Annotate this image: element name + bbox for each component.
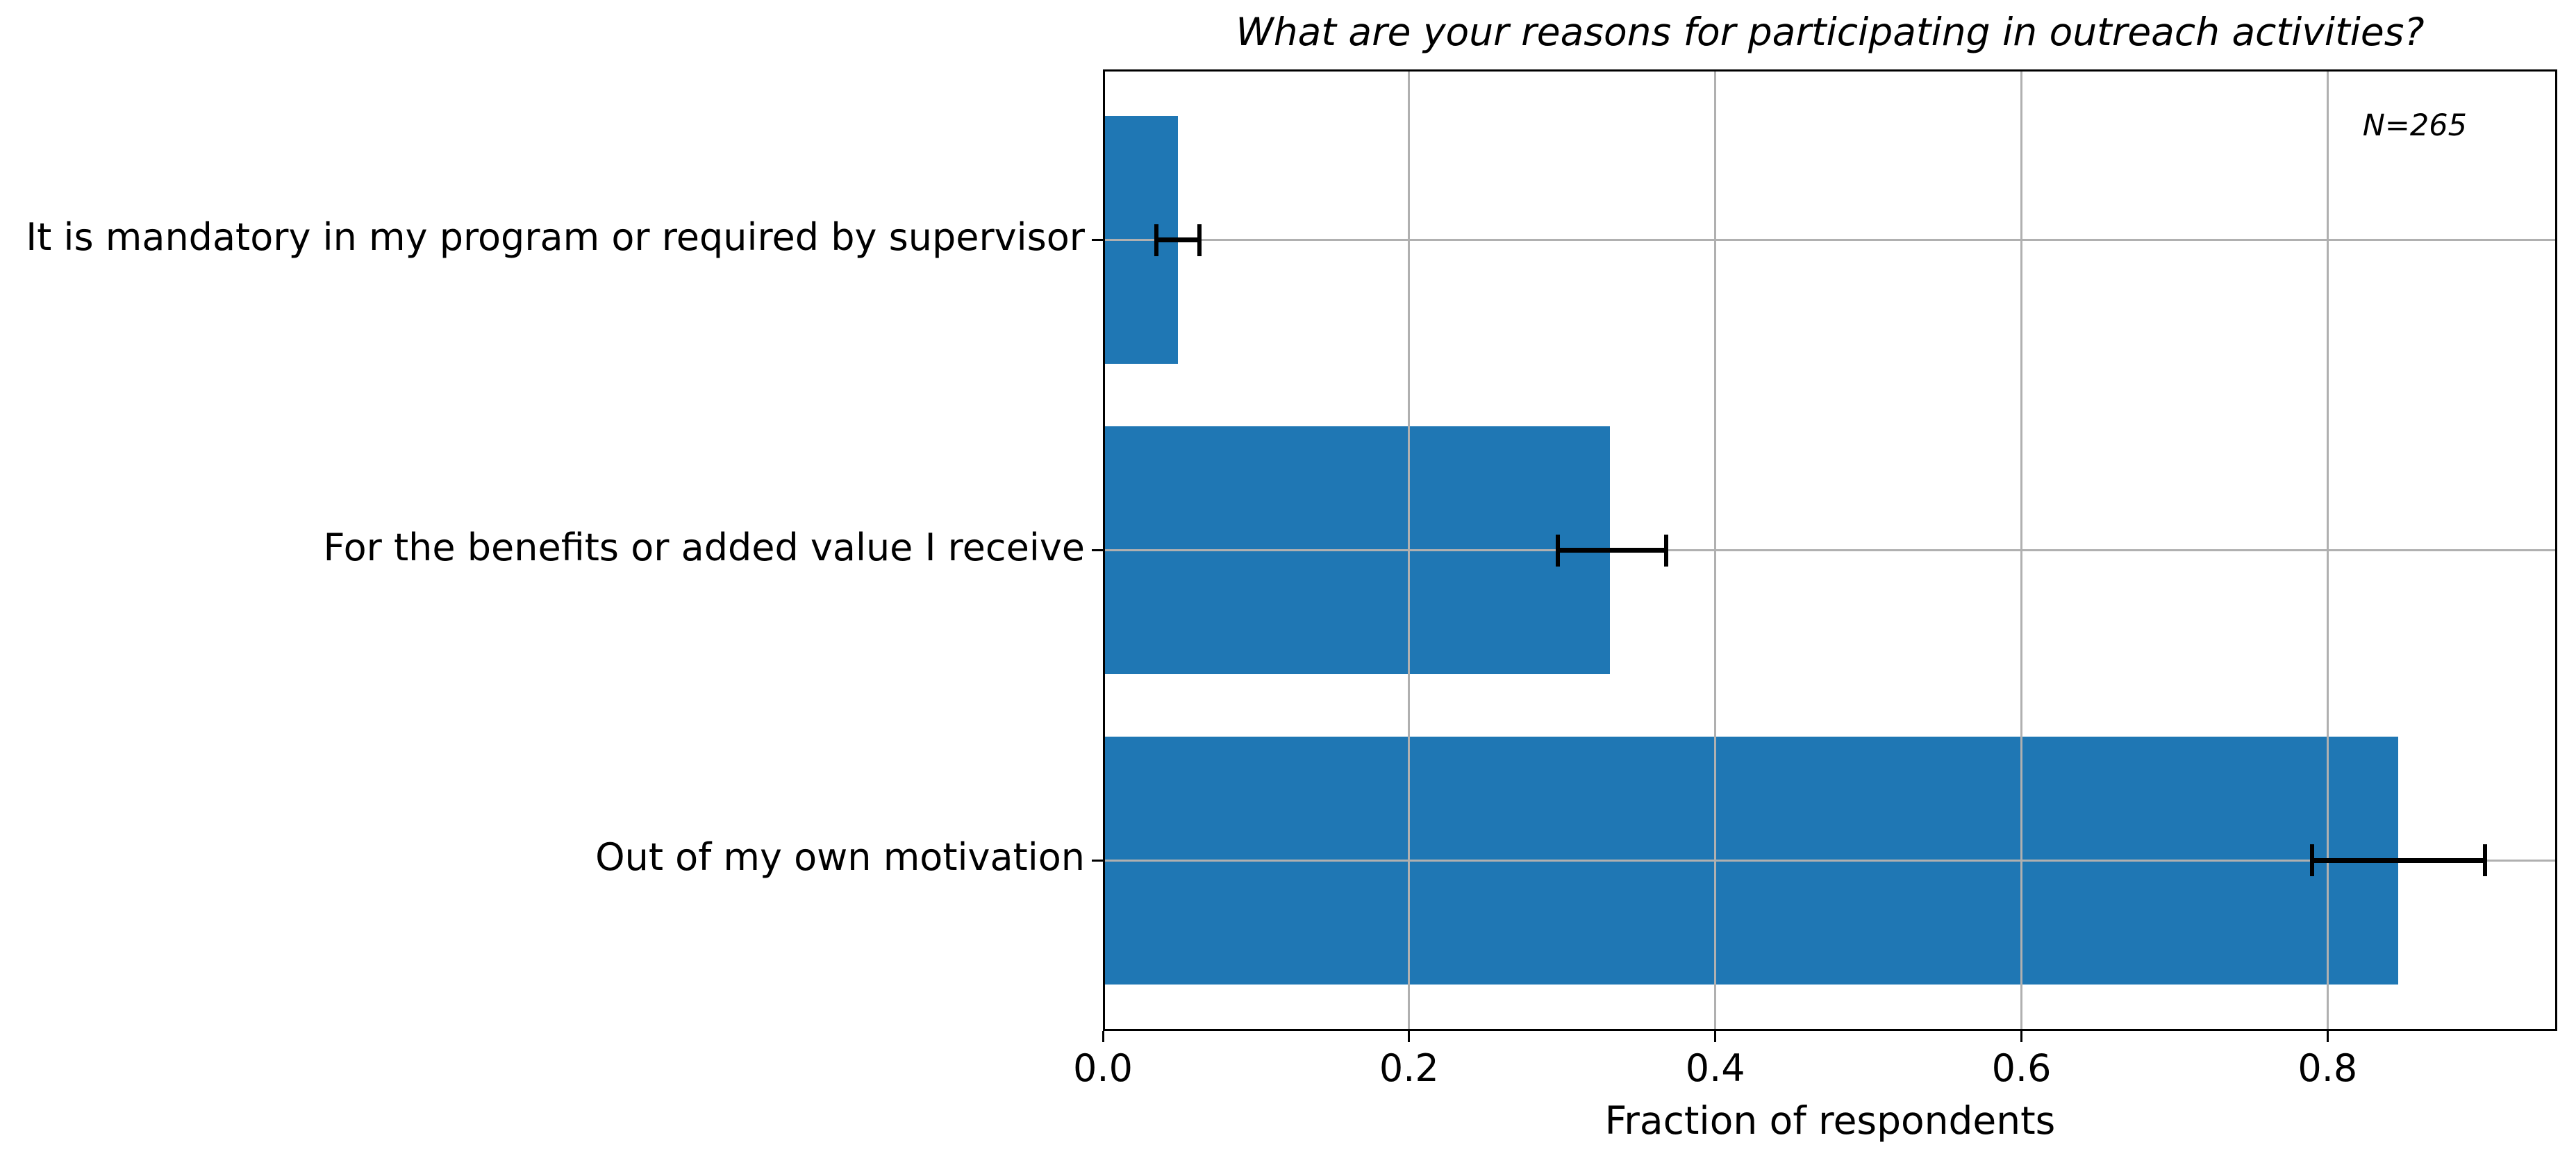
y-axis-category-label: For the benefits or added value I receiv… <box>323 525 1085 569</box>
x-tick <box>1102 1031 1104 1042</box>
x-tick <box>2326 1031 2329 1042</box>
error-bar-cap-low <box>2310 844 2315 877</box>
x-tick <box>2020 1031 2023 1042</box>
x-tick <box>1714 1031 1717 1042</box>
gridline-y <box>1103 239 2557 242</box>
x-tick <box>1408 1031 1411 1042</box>
error-bar-cap-low <box>1555 534 1560 567</box>
y-tick <box>1092 859 1103 862</box>
y-tick <box>1092 549 1103 551</box>
x-tick-label: 0.0 <box>1073 1046 1133 1090</box>
gridline-y <box>1103 859 2557 862</box>
x-tick-label: 0.2 <box>1379 1046 1439 1090</box>
sample-size-annotation: N=265 <box>2362 108 2467 143</box>
x-tick-label: 0.8 <box>2297 1046 2358 1090</box>
chart-title: What are your reasons for participating … <box>1236 10 2425 54</box>
error-bar-cap-high <box>1197 224 1202 256</box>
x-axis-label: Fraction of respondents <box>1604 1098 2056 1143</box>
x-tick-label: 0.6 <box>1991 1046 2052 1090</box>
error-bar-cap-high <box>2483 844 2488 877</box>
error-bar-line <box>2312 857 2486 863</box>
x-tick-label: 0.4 <box>1685 1046 1745 1090</box>
error-bar-cap-high <box>1664 534 1669 567</box>
y-tick <box>1092 239 1103 242</box>
error-bar-line <box>1557 548 1667 553</box>
y-axis-category-label: It is mandatory in my program or require… <box>26 215 1085 259</box>
y-axis-category-label: Out of my own motivation <box>595 835 1085 880</box>
error-bar-cap-low <box>1154 224 1159 256</box>
gridline-y <box>1103 549 2557 551</box>
error-bar-line <box>1156 237 1199 243</box>
